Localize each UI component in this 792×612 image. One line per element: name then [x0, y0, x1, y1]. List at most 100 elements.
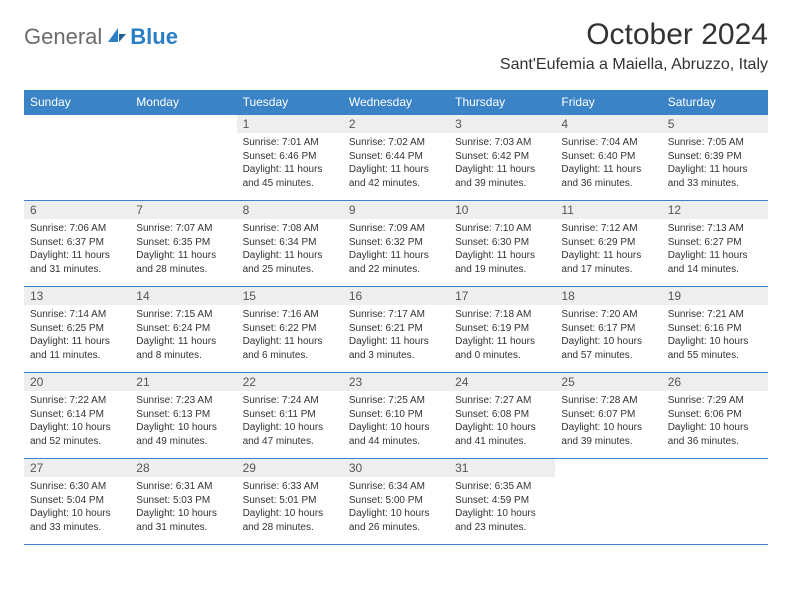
sail-icon: [106, 26, 128, 49]
calendar-day-cell: 20 Sunrise: 7:22 AMSunset: 6:14 PMDayligh…: [24, 373, 130, 459]
day-info: Sunrise: 7:22 AMSunset: 6:14 PMDaylight:…: [30, 394, 124, 448]
day-number: 13: [24, 287, 130, 305]
calendar-day-cell: 25 Sunrise: 7:28 AMSunset: 6:07 PMDayligh…: [555, 373, 661, 459]
calendar-day-cell: 27 Sunrise: 6:30 AMSunset: 5:04 PMDayligh…: [24, 459, 130, 545]
location-subtitle: Sant'Eufemia a Maiella, Abruzzo, Italy: [500, 56, 768, 74]
day-number: 26: [662, 373, 768, 391]
day-number: 2: [343, 115, 449, 133]
day-info: Sunrise: 7:10 AMSunset: 6:30 PMDaylight:…: [455, 222, 549, 276]
calendar-row: 1 Sunrise: 7:01 AMSunset: 6:46 PMDaylight…: [24, 115, 768, 201]
day-number: 22: [237, 373, 343, 391]
day-info: Sunrise: 7:18 AMSunset: 6:19 PMDaylight:…: [455, 308, 549, 362]
calendar-day-cell: 29 Sunrise: 6:33 AMSunset: 5:01 PMDayligh…: [237, 459, 343, 545]
day-number: 20: [24, 373, 130, 391]
day-number: 30: [343, 459, 449, 477]
day-info: Sunrise: 7:14 AMSunset: 6:25 PMDaylight:…: [30, 308, 124, 362]
day-info: Sunrise: 7:04 AMSunset: 6:40 PMDaylight:…: [561, 136, 655, 190]
day-number: 3: [449, 115, 555, 133]
calendar-day-cell: 23 Sunrise: 7:25 AMSunset: 6:10 PMDayligh…: [343, 373, 449, 459]
calendar-empty-cell: [662, 459, 768, 545]
calendar-day-cell: 9Sunrise: 7:09 AMSunset: 6:32 PMDaylight…: [343, 201, 449, 287]
logo-text-general: General: [24, 24, 102, 50]
month-title: October 2024: [500, 18, 768, 52]
day-info: Sunrise: 7:13 AMSunset: 6:27 PMDaylight:…: [668, 222, 762, 276]
day-info: Sunrise: 7:07 AMSunset: 6:35 PMDaylight:…: [136, 222, 230, 276]
calendar-day-cell: 10 Sunrise: 7:10 AMSunset: 6:30 PMDayligh…: [449, 201, 555, 287]
day-info: Sunrise: 7:05 AMSunset: 6:39 PMDaylight:…: [668, 136, 762, 190]
calendar-day-cell: 21 Sunrise: 7:23 AMSunset: 6:13 PMDayligh…: [130, 373, 236, 459]
weekday-header: Monday: [130, 90, 236, 115]
calendar-day-cell: 19 Sunrise: 7:21 AMSunset: 6:16 PMDayligh…: [662, 287, 768, 373]
day-info: Sunrise: 7:01 AMSunset: 6:46 PMDaylight:…: [243, 136, 337, 190]
day-info: Sunrise: 7:06 AMSunset: 6:37 PMDaylight:…: [30, 222, 124, 276]
calendar-day-cell: 16Sunrise: 7:17 AMSunset: 6:21 PMDayligh…: [343, 287, 449, 373]
day-info: Sunrise: 7:15 AMSunset: 6:24 PMDaylight:…: [136, 308, 230, 362]
day-number: 8: [237, 201, 343, 219]
calendar-day-cell: 14Sunrise: 7:15 AMSunset: 6:24 PMDayligh…: [130, 287, 236, 373]
day-number: 25: [555, 373, 661, 391]
logo: General Blue: [24, 24, 178, 50]
day-info: Sunrise: 7:12 AMSunset: 6:29 PMDaylight:…: [561, 222, 655, 276]
day-info: Sunrise: 7:21 AMSunset: 6:16 PMDaylight:…: [668, 308, 762, 362]
weekday-header: Sunday: [24, 90, 130, 115]
weekday-header: Wednesday: [343, 90, 449, 115]
day-number: 24: [449, 373, 555, 391]
day-number: 21: [130, 373, 236, 391]
day-info: Sunrise: 7:20 AMSunset: 6:17 PMDaylight:…: [561, 308, 655, 362]
day-number: 27: [24, 459, 130, 477]
day-number: 23: [343, 373, 449, 391]
day-info: Sunrise: 7:29 AMSunset: 6:06 PMDaylight:…: [668, 394, 762, 448]
day-number: 29: [237, 459, 343, 477]
weekday-header: Tuesday: [237, 90, 343, 115]
day-info: Sunrise: 6:30 AMSunset: 5:04 PMDaylight:…: [30, 480, 124, 534]
calendar-day-cell: 24 Sunrise: 7:27 AMSunset: 6:08 PMDayligh…: [449, 373, 555, 459]
calendar-day-cell: 31Sunrise: 6:35 AMSunset: 4:59 PMDayligh…: [449, 459, 555, 545]
logo-text-blue: Blue: [130, 24, 178, 50]
day-number: 7: [130, 201, 236, 219]
day-number: 4: [555, 115, 661, 133]
calendar-day-cell: 8 Sunrise: 7:08 AMSunset: 6:34 PMDaylight…: [237, 201, 343, 287]
calendar-row: 6Sunrise: 7:06 AMSunset: 6:37 PMDaylight…: [24, 201, 768, 287]
calendar-day-cell: 1 Sunrise: 7:01 AMSunset: 6:46 PMDaylight…: [237, 115, 343, 201]
calendar-row: 20 Sunrise: 7:22 AMSunset: 6:14 PMDayligh…: [24, 373, 768, 459]
calendar-day-cell: 30 Sunrise: 6:34 AMSunset: 5:00 PMDayligh…: [343, 459, 449, 545]
day-info: Sunrise: 6:31 AMSunset: 5:03 PMDaylight:…: [136, 480, 230, 534]
calendar-day-cell: 5 Sunrise: 7:05 AMSunset: 6:39 PMDaylight…: [662, 115, 768, 201]
day-info: Sunrise: 7:23 AMSunset: 6:13 PMDaylight:…: [136, 394, 230, 448]
day-info: Sunrise: 7:27 AMSunset: 6:08 PMDaylight:…: [455, 394, 549, 448]
day-number: 28: [130, 459, 236, 477]
day-number: 1: [237, 115, 343, 133]
day-info: Sunrise: 7:03 AMSunset: 6:42 PMDaylight:…: [455, 136, 549, 190]
calendar-empty-cell: [555, 459, 661, 545]
calendar-day-cell: 3 Sunrise: 7:03 AMSunset: 6:42 PMDaylight…: [449, 115, 555, 201]
weekday-header: Friday: [555, 90, 661, 115]
day-info: Sunrise: 7:28 AMSunset: 6:07 PMDaylight:…: [561, 394, 655, 448]
day-info: Sunrise: 7:25 AMSunset: 6:10 PMDaylight:…: [349, 394, 443, 448]
calendar-day-cell: 7 Sunrise: 7:07 AMSunset: 6:35 PMDaylight…: [130, 201, 236, 287]
day-number: 16: [343, 287, 449, 305]
calendar-row: 27 Sunrise: 6:30 AMSunset: 5:04 PMDayligh…: [24, 459, 768, 545]
weekday-header: Thursday: [449, 90, 555, 115]
calendar-day-cell: 26 Sunrise: 7:29 AMSunset: 6:06 PMDayligh…: [662, 373, 768, 459]
calendar-day-cell: 11Sunrise: 7:12 AMSunset: 6:29 PMDayligh…: [555, 201, 661, 287]
day-number: 5: [662, 115, 768, 133]
day-info: Sunrise: 6:33 AMSunset: 5:01 PMDaylight:…: [243, 480, 337, 534]
title-block: October 2024 Sant'Eufemia a Maiella, Abr…: [500, 18, 768, 74]
calendar-body: 1 Sunrise: 7:01 AMSunset: 6:46 PMDaylight…: [24, 115, 768, 545]
calendar-day-cell: 13 Sunrise: 7:14 AMSunset: 6:25 PMDayligh…: [24, 287, 130, 373]
calendar-row: 13 Sunrise: 7:14 AMSunset: 6:25 PMDayligh…: [24, 287, 768, 373]
day-info: Sunrise: 6:34 AMSunset: 5:00 PMDaylight:…: [349, 480, 443, 534]
day-info: Sunrise: 7:08 AMSunset: 6:34 PMDaylight:…: [243, 222, 337, 276]
calendar-empty-cell: [24, 115, 130, 201]
day-number: 19: [662, 287, 768, 305]
day-number: 31: [449, 459, 555, 477]
calendar-day-cell: 17Sunrise: 7:18 AMSunset: 6:19 PMDayligh…: [449, 287, 555, 373]
calendar-day-cell: 4 Sunrise: 7:04 AMSunset: 6:40 PMDaylight…: [555, 115, 661, 201]
day-number: 10: [449, 201, 555, 219]
day-info: Sunrise: 7:02 AMSunset: 6:44 PMDaylight:…: [349, 136, 443, 190]
weekday-header: Saturday: [662, 90, 768, 115]
calendar-day-cell: 22 Sunrise: 7:24 AMSunset: 6:11 PMDayligh…: [237, 373, 343, 459]
day-info: Sunrise: 7:24 AMSunset: 6:11 PMDaylight:…: [243, 394, 337, 448]
calendar-day-cell: 2 Sunrise: 7:02 AMSunset: 6:44 PMDaylight…: [343, 115, 449, 201]
calendar-day-cell: 15Sunrise: 7:16 AMSunset: 6:22 PMDayligh…: [237, 287, 343, 373]
